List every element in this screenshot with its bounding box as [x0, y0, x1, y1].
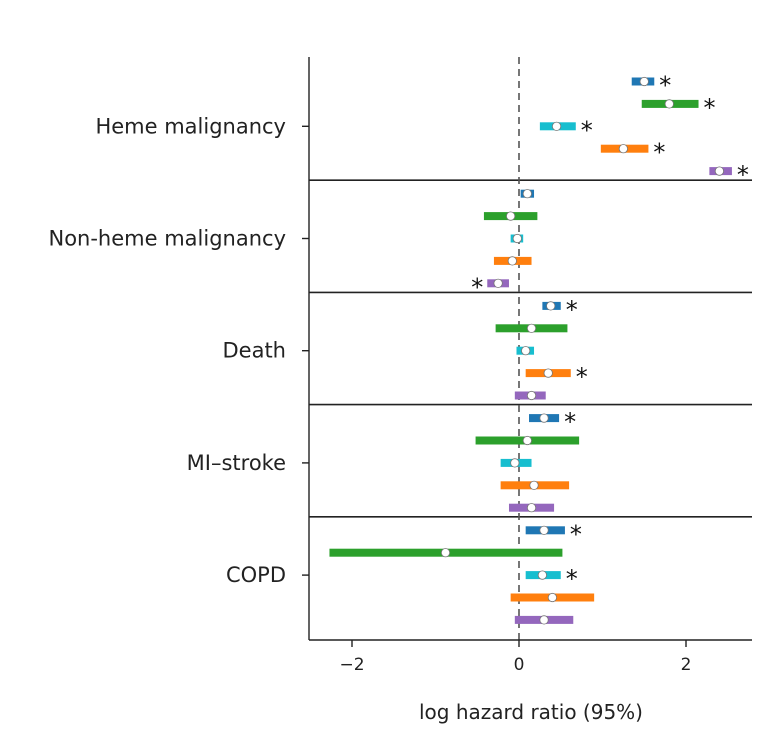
estimate-point	[546, 301, 556, 311]
estimate-point	[506, 211, 516, 221]
y-ticks	[302, 125, 309, 576]
estimate-point	[714, 166, 725, 176]
estimate-point	[639, 76, 649, 87]
estimate-point	[522, 189, 532, 199]
significance-star: *	[704, 94, 716, 122]
significance-star: *	[471, 273, 483, 301]
category-labels: Heme malignancy Non-heme malignancy Death M…	[48, 114, 286, 587]
estimate-point	[539, 525, 549, 535]
significance-star: *	[737, 161, 749, 189]
estimate-point	[521, 346, 531, 356]
significance-star: *	[564, 408, 576, 436]
significance-star: *	[566, 565, 578, 593]
significance-star: *	[659, 72, 671, 100]
x-tick-label: 0	[514, 655, 525, 675]
estimate-point	[539, 413, 549, 423]
estimate-point	[512, 233, 522, 244]
category-label: COPD	[226, 563, 286, 587]
estimate-point	[493, 278, 503, 288]
estimate-point	[529, 480, 539, 490]
interval-bars	[329, 77, 732, 624]
category-label: Heme malignancy	[95, 114, 286, 138]
significance-markers: ***********	[471, 72, 749, 594]
category-label: Non-heme malignancy	[48, 227, 286, 251]
category-label: Death	[222, 339, 286, 363]
estimate-point	[539, 615, 549, 625]
x-tick-label: −2	[339, 655, 364, 675]
estimate-point	[507, 256, 517, 266]
estimate-point	[526, 390, 537, 401]
significance-star: *	[576, 363, 588, 391]
category-label: MI–stroke	[187, 451, 286, 475]
significance-star: *	[653, 139, 665, 167]
estimate-point	[440, 548, 451, 558]
significance-star: *	[581, 116, 593, 144]
estimate-point	[537, 570, 547, 580]
significance-star: *	[570, 520, 582, 548]
estimate-point	[664, 99, 674, 109]
estimate-point	[618, 144, 628, 154]
significance-star: *	[566, 296, 578, 324]
x-axis-title: log hazard ratio (95%)	[419, 700, 643, 724]
estimate-point	[551, 121, 562, 131]
estimate-point	[522, 435, 532, 446]
estimate-point	[526, 503, 537, 513]
estimate-point	[510, 458, 520, 468]
x-ticks: −2 0 2	[339, 640, 691, 675]
estimate-points	[440, 76, 725, 625]
estimate-point	[547, 592, 558, 603]
estimate-point	[526, 323, 537, 333]
x-tick-label: 2	[681, 655, 692, 675]
estimate-point	[543, 368, 553, 378]
group-separators	[309, 179, 752, 518]
